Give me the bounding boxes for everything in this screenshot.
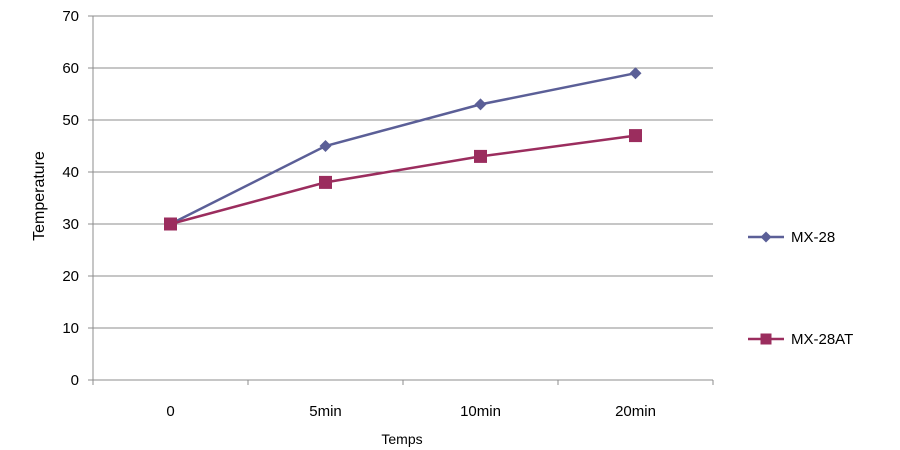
y-tick-label: 0 — [71, 372, 79, 389]
series-mx-28at — [164, 129, 642, 231]
x-tick-label: 5min — [309, 403, 342, 420]
data-point — [474, 98, 487, 111]
x-tick-label: 10min — [460, 403, 501, 420]
data-point — [319, 140, 332, 152]
data-point — [319, 175, 332, 189]
legend-marker — [760, 333, 772, 345]
x-axis-title: Temps — [381, 431, 422, 447]
y-axis-title: Temperature — [31, 151, 48, 241]
y-tick-label: 30 — [62, 216, 79, 233]
series-line — [170, 134, 636, 226]
legend-label: MX-28 — [791, 229, 835, 246]
data-point — [164, 217, 177, 231]
axes — [88, 15, 714, 385]
gridlines — [93, 15, 713, 329]
data-point — [629, 67, 642, 80]
y-tick-label: 50 — [62, 112, 79, 129]
y-tick-label: 20 — [62, 268, 79, 285]
legend: MX-28 MX-28AT — [748, 229, 853, 348]
x-tick-labels: 0 5min 10min 20min — [166, 403, 656, 420]
x-tick-label: 20min — [615, 403, 656, 420]
series-layer — [164, 67, 642, 231]
y-tick-label: 40 — [62, 164, 79, 181]
legend-label: MX-28AT — [791, 331, 853, 348]
y-tick-labels: 0 10 20 30 40 50 60 70 — [62, 8, 79, 389]
y-tick-label: 10 — [62, 320, 79, 337]
data-point — [474, 149, 487, 163]
y-tick-label: 70 — [62, 8, 79, 25]
legend-marker — [760, 231, 772, 243]
x-tick-label: 0 — [166, 403, 174, 420]
legend-item-mx-28at: MX-28AT — [748, 331, 853, 348]
series-line — [169, 71, 636, 226]
data-point — [629, 129, 642, 143]
legend-item-mx-28: MX-28 — [748, 229, 835, 246]
y-tick-label: 60 — [62, 60, 79, 77]
